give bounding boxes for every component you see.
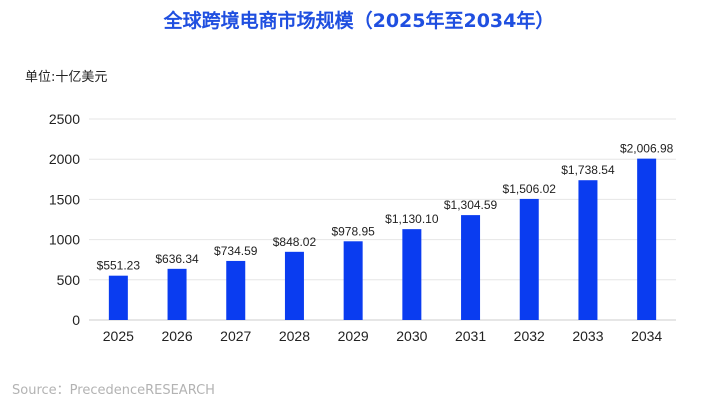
- y-tick-label: 1500: [49, 191, 80, 207]
- bar-2030: [402, 229, 422, 320]
- x-axis-ticks: 2025 2026 2027 2028 2029 2030 2031 2032 2033 2034: [103, 328, 663, 344]
- x-tick-label-2030: 2030: [396, 328, 427, 344]
- bar-2025: [108, 275, 128, 320]
- x-tick-label-2029: 2029: [338, 328, 369, 344]
- bar-2032: [519, 198, 539, 320]
- y-tick-label: 2500: [49, 111, 80, 127]
- bar-2034: [637, 158, 657, 320]
- x-tick-label-2031: 2031: [455, 328, 486, 344]
- y-tick-label: 0: [72, 312, 80, 328]
- data-label-2029: $978.95: [331, 224, 375, 238]
- x-tick-label-2034: 2034: [631, 328, 662, 344]
- y-tick-label: 500: [57, 272, 81, 288]
- x-tick-label-2028: 2028: [279, 328, 310, 344]
- data-label-2032: $1,506.02: [503, 182, 557, 196]
- bar-2028: [284, 251, 304, 320]
- chart-title: 全球跨境电商市场规模（2025年至2034年）: [163, 10, 555, 32]
- data-label-2026: $636.34: [155, 252, 199, 266]
- x-tick-label-2026: 2026: [161, 328, 192, 344]
- bar-2031: [461, 215, 481, 320]
- data-label-2028: $848.02: [273, 235, 317, 249]
- y-axis-ticks: 0 500 1000 1500 2000 2500: [49, 111, 80, 328]
- x-tick-label-2033: 2033: [572, 328, 603, 344]
- source-note: Source：PrecedenceRESEARCH: [12, 383, 215, 398]
- data-label-2031: $1,304.59: [444, 198, 498, 212]
- data-label-2034: $2,006.98: [620, 142, 674, 156]
- bar-2026: [167, 268, 187, 320]
- bar-2029: [343, 241, 363, 320]
- unit-label: 单位:十亿美元: [25, 70, 108, 85]
- data-label-2027: $734.59: [214, 244, 258, 258]
- data-label-2030: $1,130.10: [385, 212, 439, 226]
- x-tick-label-2025: 2025: [103, 328, 134, 344]
- data-labels: $551.23 $636.34 $734.59 $848.02 $978.95 $1,13…: [97, 142, 674, 273]
- y-tick-label: 1000: [49, 232, 80, 248]
- bar-2033: [578, 180, 598, 320]
- bar-2027: [226, 260, 246, 320]
- bars: [108, 158, 657, 320]
- grid-lines: [89, 118, 676, 321]
- x-tick-label-2032: 2032: [514, 328, 545, 344]
- data-label-2033: $1,738.54: [561, 163, 615, 177]
- data-label-2025: $551.23: [97, 259, 141, 273]
- x-tick-label-2027: 2027: [220, 328, 251, 344]
- y-tick-label: 2000: [49, 151, 80, 167]
